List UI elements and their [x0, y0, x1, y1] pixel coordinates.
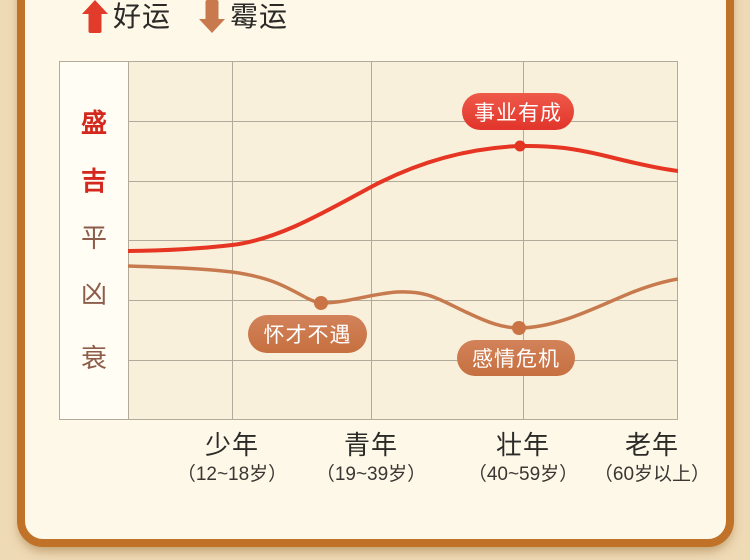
legend: 好运 霉运 — [82, 0, 288, 33]
bad-luck-curve — [128, 264, 678, 330]
legend-bad-luck-label: 霉运 — [230, 1, 289, 32]
x-axis-label-young-adult: 青年 （19~39岁） — [291, 430, 451, 487]
y-axis-label-ji: 吉 — [80, 166, 107, 196]
annotation-career-success: 事业有成 — [462, 93, 574, 130]
stage-age-range: （40~59岁） — [467, 464, 579, 485]
stage-age-range: （19~39岁） — [315, 464, 427, 485]
stage-age-range: （60岁以上） — [593, 464, 711, 485]
y-axis-label-shuai: 衰 — [80, 343, 107, 373]
stage-name: 老年 — [624, 430, 679, 460]
x-axis-label-old-age: 老年 （60岁以上） — [572, 430, 732, 487]
plot-area — [128, 61, 678, 420]
stage-age-range: （12~18岁） — [176, 464, 288, 485]
gridlines — [128, 61, 678, 420]
annotation-unrecognized-talent: 怀才不遇 — [248, 315, 367, 353]
legend-item-good-luck: 好运 — [82, 0, 171, 33]
stage-name: 青年 — [343, 430, 398, 460]
legend-item-bad-luck: 霉运 — [199, 0, 288, 33]
legend-good-luck-label: 好运 — [113, 1, 172, 32]
up-arrow-icon — [82, 0, 108, 33]
good-luck-curve — [128, 143, 678, 253]
talent-dip-point — [314, 296, 328, 310]
x-axis-label-middle-age: 壮年 （40~59岁） — [443, 430, 603, 487]
love-dip-point — [512, 321, 526, 335]
chart-canvas — [128, 61, 678, 420]
y-axis-label-sheng: 盛 — [80, 108, 107, 138]
stage-name: 少年 — [204, 430, 259, 460]
career-peak-point — [514, 140, 526, 152]
down-arrow-icon — [199, 0, 226, 33]
y-axis-label-ping: 平 — [80, 223, 107, 253]
annotation-relationship-crisis: 感情危机 — [457, 340, 575, 376]
y-axis-label-box: 盛 吉 平 凶 衰 — [59, 61, 128, 420]
y-axis-label-xiong: 凶 — [80, 279, 107, 309]
x-axis-label-youth: 少年 （12~18岁） — [152, 430, 312, 487]
stage-name: 壮年 — [495, 430, 550, 460]
